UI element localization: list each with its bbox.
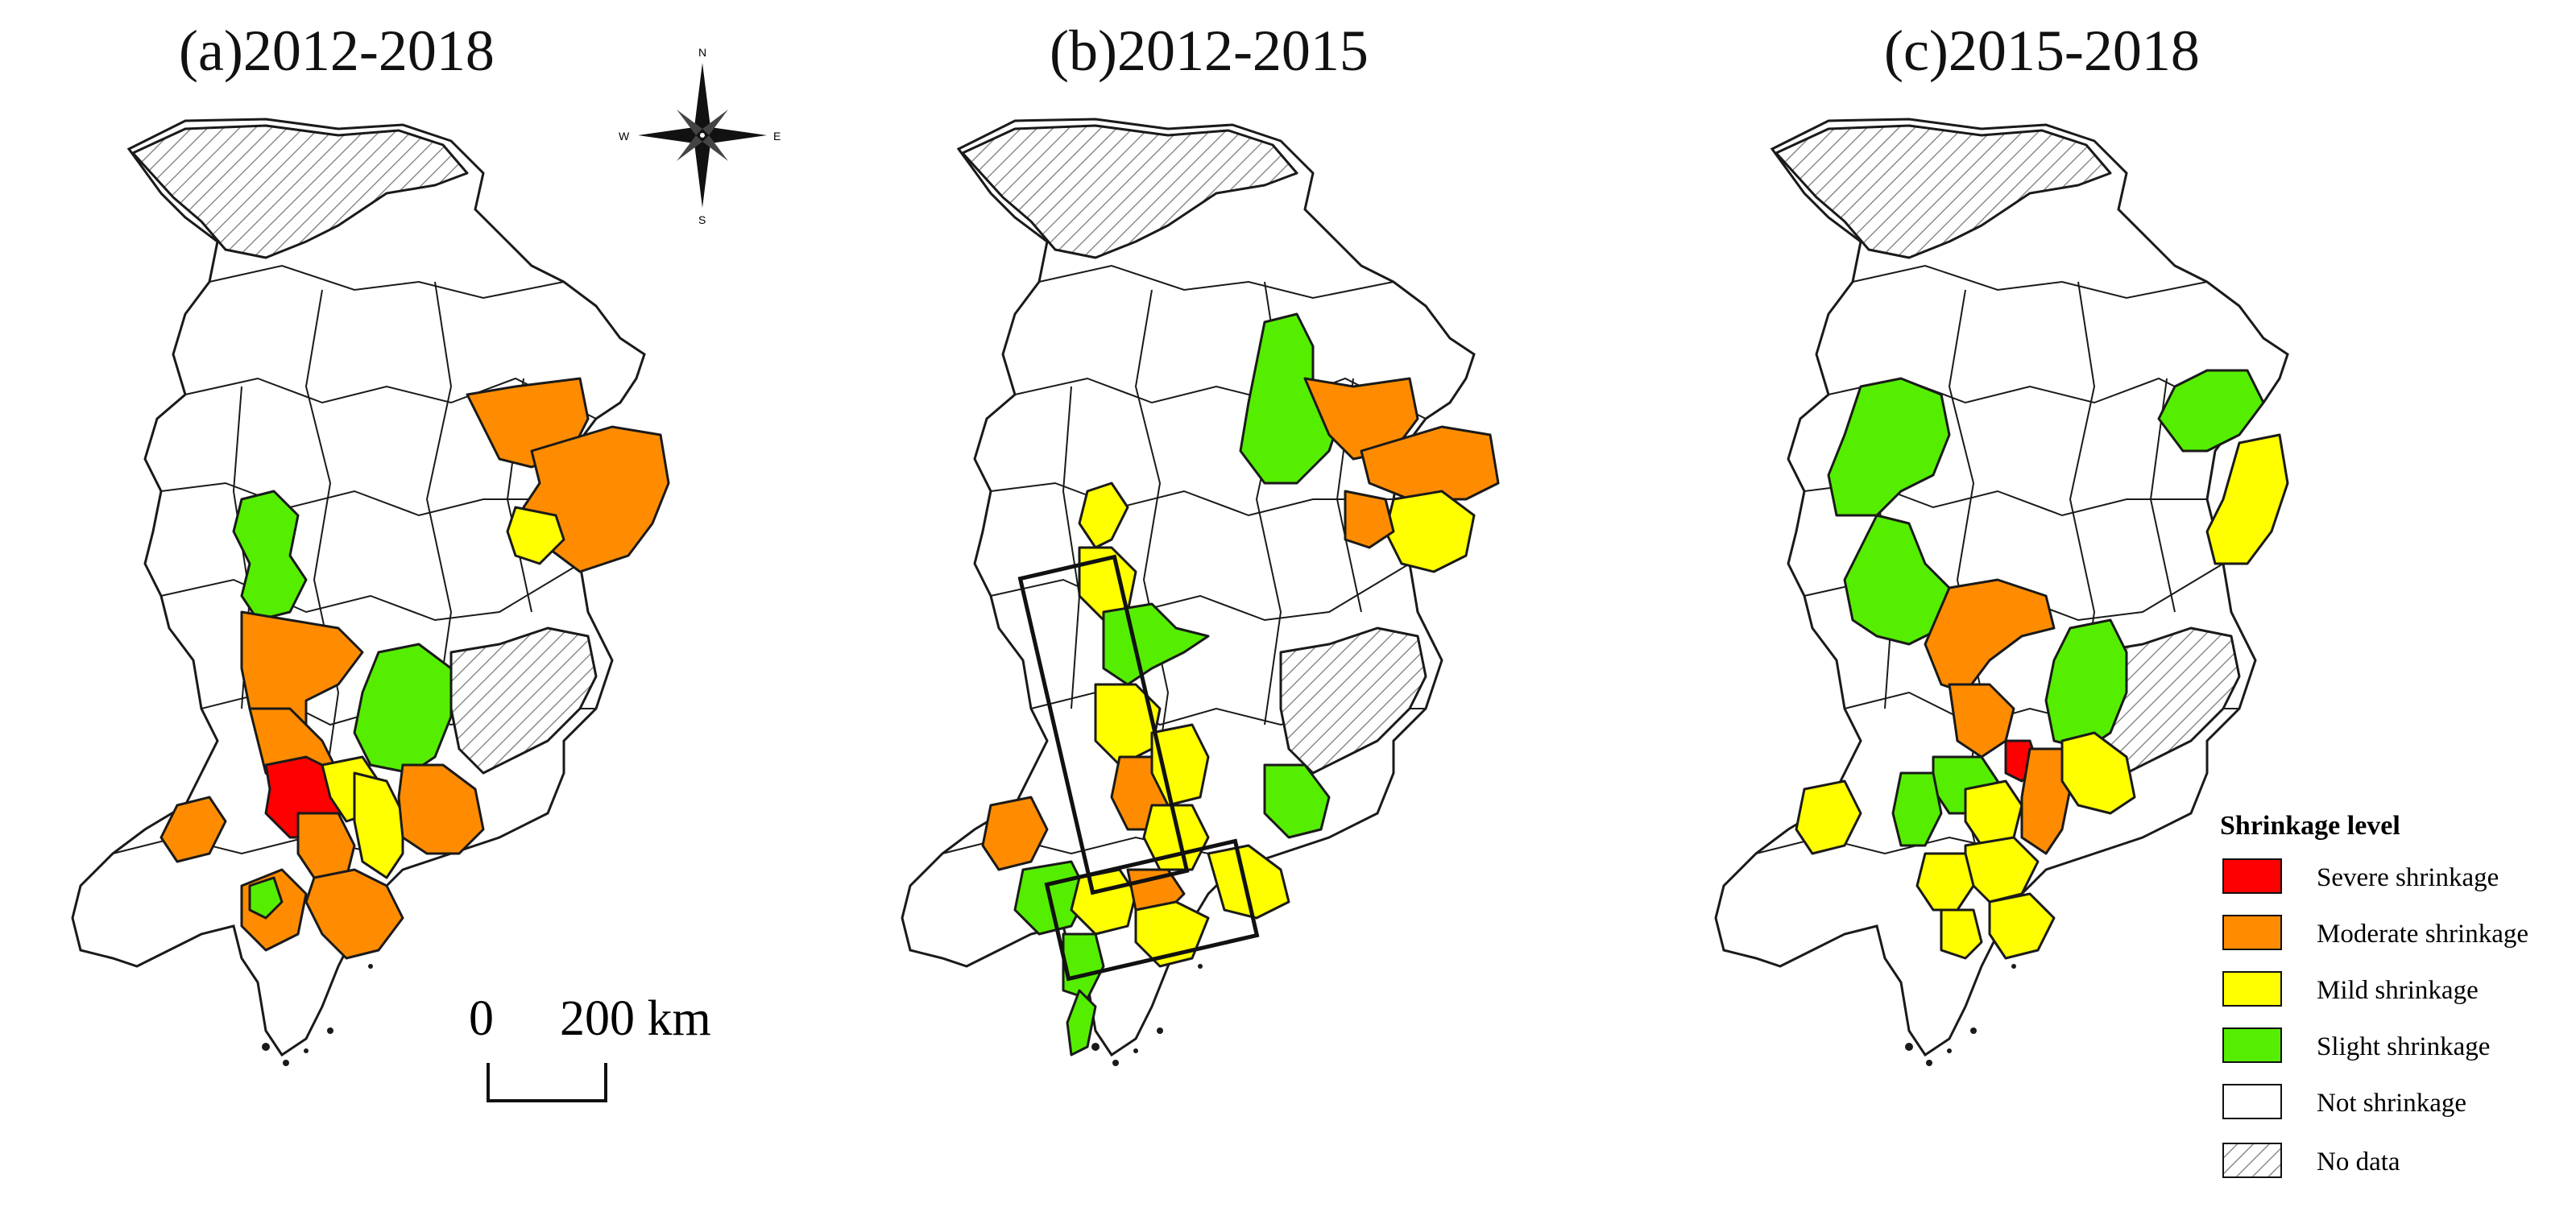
panel-title-b: (b)2012-2015 [1050, 19, 1369, 83]
legend-item-mild: Mild shrinkage [2222, 971, 2479, 1007]
map-panel-a [71, 118, 670, 1068]
scale-bar: 0 200 km [469, 991, 711, 1102]
legend-label-slight: Slight shrinkage [2317, 1032, 2490, 1061]
legend-item-not: Not shrinkage [2222, 1084, 2466, 1119]
map-panel-b [901, 118, 1500, 1068]
compass-s: S [698, 213, 706, 226]
legend-swatch-severe [2222, 858, 2282, 894]
compass-n: N [698, 46, 706, 59]
north-arrow-icon: N S E W [619, 46, 781, 226]
legend-swatch-not [2222, 1084, 2282, 1119]
legend-swatch-nodata [2222, 1143, 2282, 1178]
compass-e: E [773, 130, 781, 143]
legend-label-nodata: No data [2317, 1147, 2400, 1176]
legend-item-moderate: Moderate shrinkage [2222, 915, 2528, 950]
map-panel-c [1714, 118, 2289, 1068]
legend-label-not: Not shrinkage [2317, 1089, 2466, 1118]
legend-item-severe: Severe shrinkage [2222, 858, 2499, 894]
scale-start-label: 0 [469, 991, 494, 1046]
legend-label-mild: Mild shrinkage [2317, 976, 2479, 1005]
legend-swatch-moderate [2222, 915, 2282, 950]
compass-w: W [619, 130, 630, 143]
scale-end-label: 200 km [560, 991, 711, 1046]
legend-title: Shrinkage level [2220, 811, 2400, 841]
legend-swatch-slight [2222, 1027, 2282, 1063]
legend-swatch-mild [2222, 971, 2282, 1007]
legend-item-slight: Slight shrinkage [2222, 1027, 2490, 1063]
legend-label-severe: Severe shrinkage [2317, 863, 2499, 892]
panel-title-c: (c)2015-2018 [1884, 19, 2200, 83]
panel-title-a: (a)2012-2018 [179, 19, 495, 83]
legend-label-moderate: Moderate shrinkage [2317, 920, 2528, 949]
legend: Shrinkage level Severe shrinkage Moderat… [2220, 811, 2528, 1178]
legend-item-nodata: No data [2222, 1143, 2400, 1178]
